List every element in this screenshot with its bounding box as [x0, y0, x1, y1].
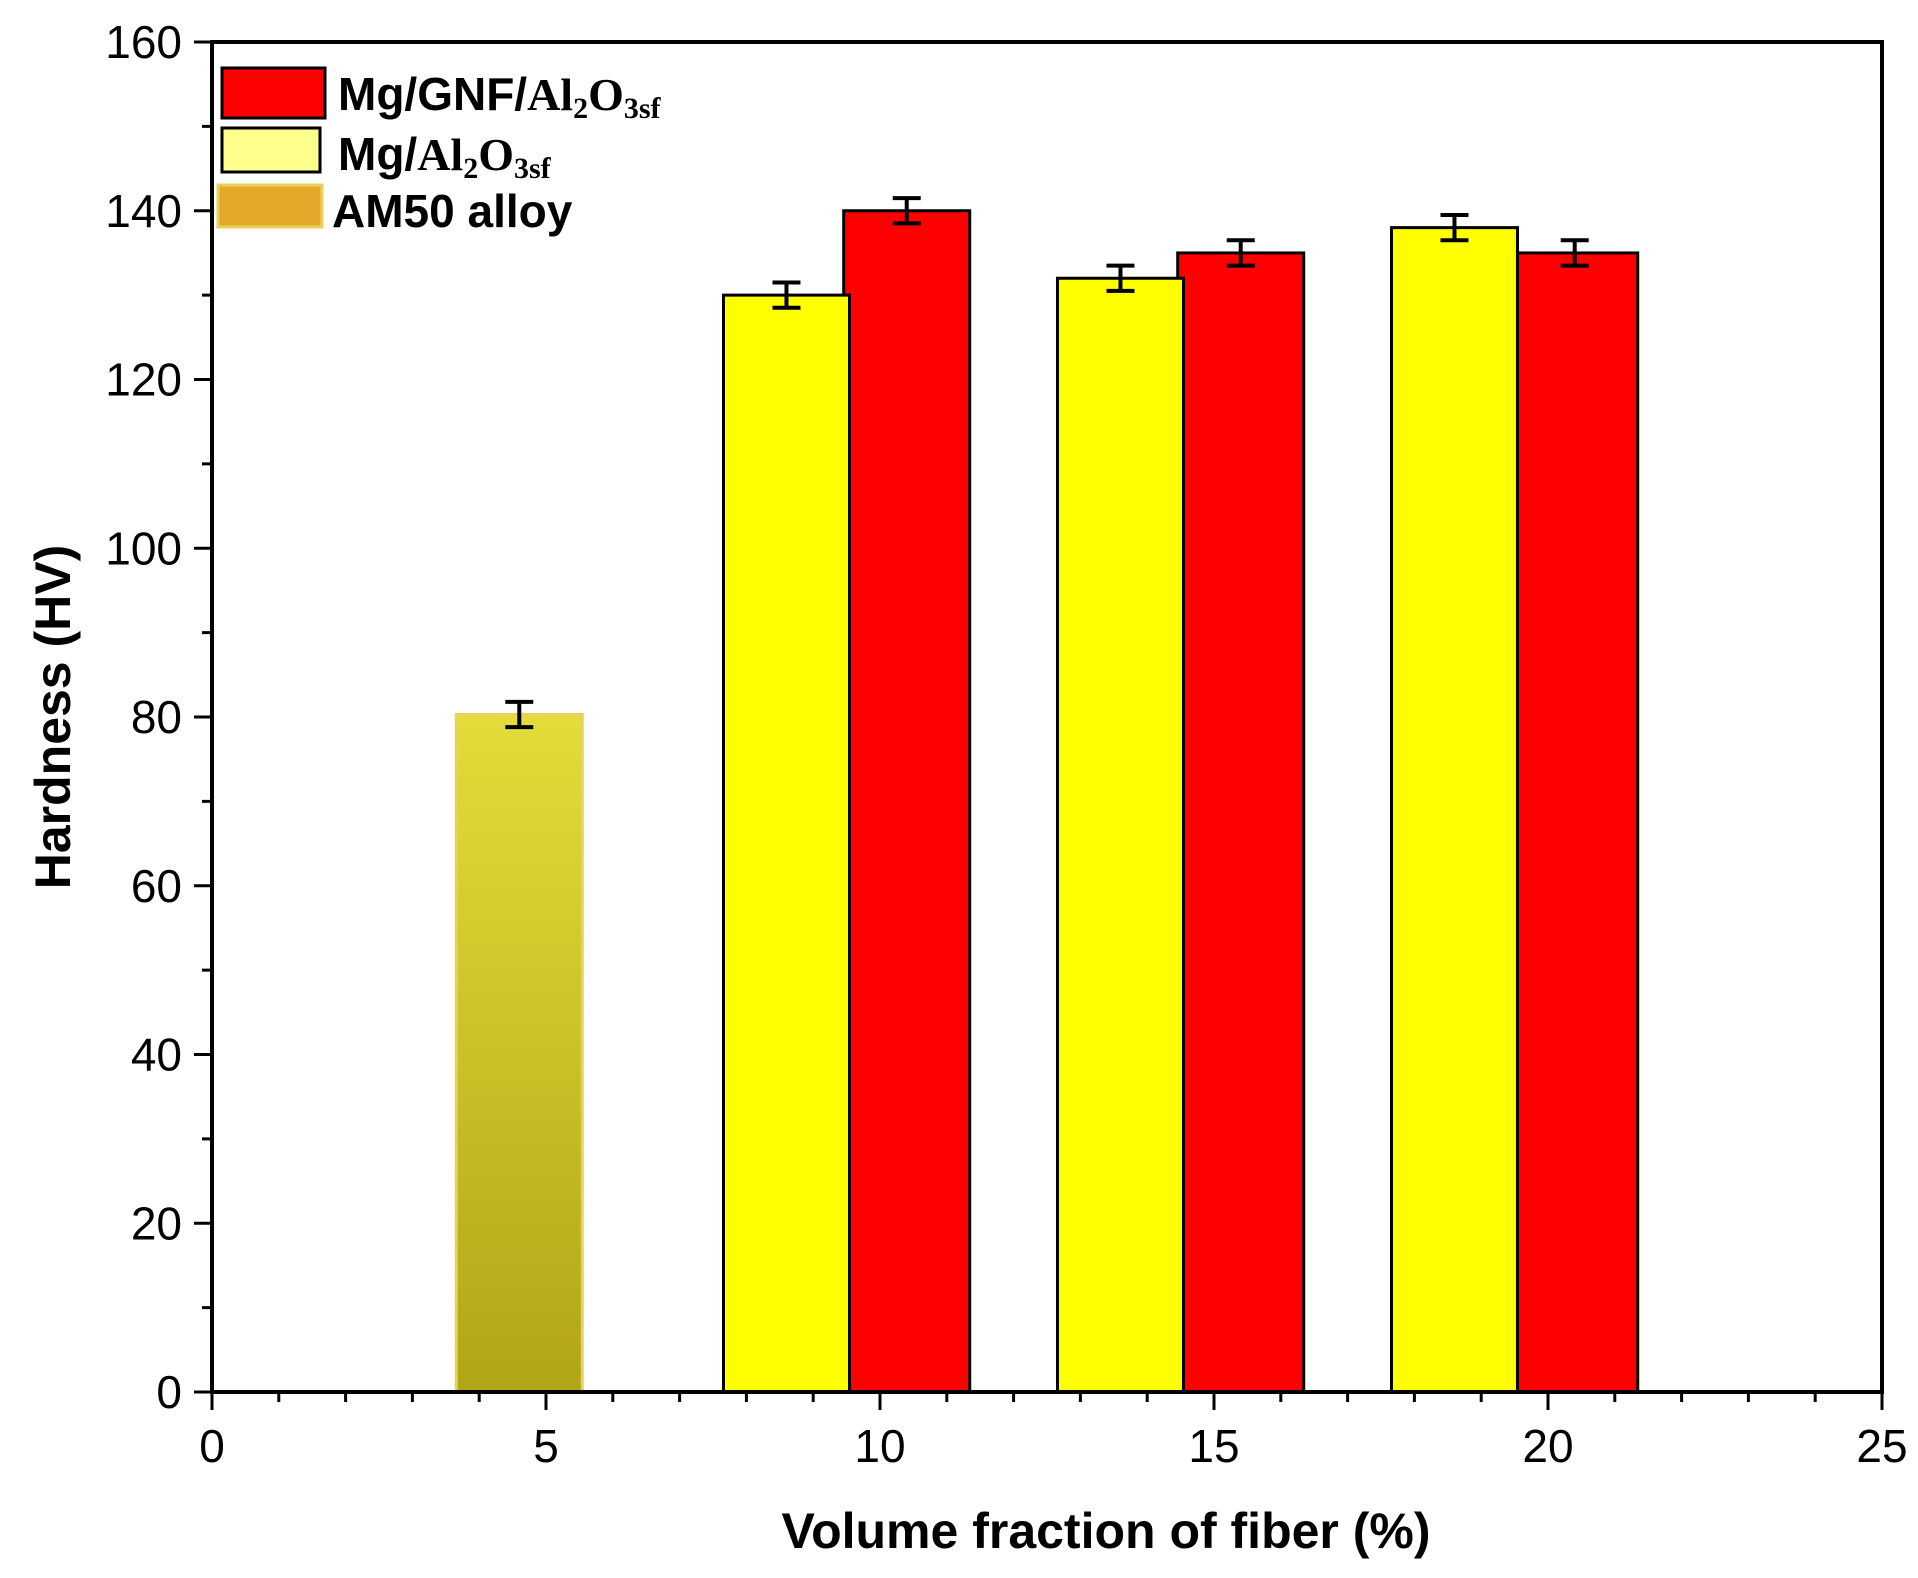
x-ticks-layer: 0 5 10 15 20 25: [199, 1392, 1908, 1472]
y-ticks-layer: 0 20 40 60 80 100 120 140 160: [105, 16, 212, 1418]
x-tick-label-20: 20: [1522, 1420, 1573, 1472]
y-tick-label-120: 120: [105, 354, 182, 406]
bar-am50-alloy-0: [454, 712, 584, 1394]
legend-label-am50-alloy: AM50 alloy: [332, 185, 573, 237]
legend: Mg/GNF/Al2O3sf Mg/Al2O3sf AM50 alloy: [216, 66, 662, 237]
legend-item-am50-alloy: AM50 alloy: [216, 183, 573, 237]
y-tick-label-60: 60: [131, 860, 182, 912]
y-tick-label-20: 20: [131, 1197, 182, 1249]
legend-swatch-mg-al2o3sf: [220, 126, 322, 174]
bar-mg-al2o3sf-2: [1389, 226, 1519, 1394]
y-tick-label-40: 40: [131, 1029, 182, 1081]
error-bars-layer: [505, 196, 1589, 730]
x-tick-label-0: 0: [199, 1420, 225, 1472]
y-tick-label-100: 100: [105, 522, 182, 574]
bar-mg-al2o3sf-0: [721, 293, 851, 1394]
bar-mg-gnf-al2o3sf-0: [842, 209, 972, 1394]
y-tick-label-0: 0: [156, 1366, 182, 1418]
legend-swatch-am50-alloy: [216, 183, 324, 229]
x-tick-label-25: 25: [1856, 1420, 1907, 1472]
legend-swatch-mg-gnf-al2o3sf: [220, 66, 327, 120]
y-tick-label-160: 160: [105, 16, 182, 68]
bar-mg-gnf-al2o3sf-2: [1510, 251, 1640, 1394]
y-tick-label-80: 80: [131, 691, 182, 743]
x-tick-label-5: 5: [533, 1420, 559, 1472]
legend-label-mg-gnf-al2o3sf: Mg/GNF/Al2O3sf: [338, 68, 662, 125]
bar-mg-gnf-al2o3sf-1: [1176, 251, 1306, 1394]
x-tick-label-15: 15: [1188, 1420, 1239, 1472]
x-tick-label-10: 10: [854, 1420, 905, 1472]
legend-label-mg-al2o3sf: Mg/Al2O3sf: [338, 128, 552, 185]
legend-item-mg-gnf-al2o3sf: Mg/GNF/Al2O3sf: [220, 66, 662, 125]
x-axis-title: Volume fraction of fiber (%): [781, 1503, 1430, 1559]
bars-layer: [454, 209, 1640, 1394]
legend-item-mg-al2o3sf: Mg/Al2O3sf: [220, 126, 552, 185]
bar-mg-al2o3sf-1: [1055, 276, 1185, 1394]
y-tick-label-140: 140: [105, 185, 182, 237]
y-axis-title: Hardness (HV): [25, 545, 81, 890]
